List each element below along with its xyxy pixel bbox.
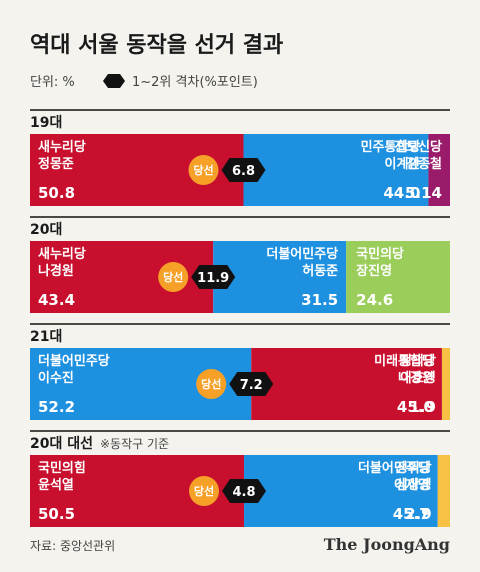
gap-legend-icon (103, 74, 125, 88)
bar-segment (213, 241, 347, 313)
chart-title: 역대 서울 동작을 선거 결과 (30, 33, 283, 58)
candidate-name: 허동준 (302, 263, 338, 279)
candidate-value: 5.14 (405, 184, 442, 202)
candidate-value: 45.0 (397, 398, 434, 416)
bar-segment (428, 134, 450, 206)
gap-value: 11.9 (197, 271, 229, 286)
candidate-party: 미래통합당 (374, 353, 434, 369)
candidate-party: 더불어민주당 (38, 353, 110, 369)
winner-badge (158, 262, 189, 292)
winner-badge-label: 당선 (193, 163, 213, 177)
candidate-party: 정의당 (400, 353, 436, 369)
candidate-name: 이수진 (38, 370, 74, 386)
candidate-value: 52.2 (38, 398, 75, 416)
candidate-name: 이재명 (394, 477, 430, 493)
candidate-name: 이계안 (385, 156, 421, 172)
candidate-value: 1.9 (409, 398, 436, 416)
bar-segment (441, 348, 450, 420)
candidate-party: 민주통합당 (361, 139, 421, 155)
candidate-party: 새누리당 (38, 139, 86, 155)
candidate-name: 이호영 (400, 370, 436, 386)
candidate-name: 윤석열 (38, 477, 74, 493)
candidate-party: 더불어민주당 (266, 246, 338, 262)
candidate-value: 50.8 (38, 184, 75, 202)
candidate-value: 44.0 (383, 184, 420, 202)
winner-badge-label: 당선 (201, 377, 221, 391)
bar-segment (346, 241, 450, 313)
candidate-name: 나경원 (398, 370, 434, 386)
bar-segment (251, 348, 442, 420)
source-label: 자료: 중앙선관위 (30, 539, 115, 553)
election-label: 21대 (30, 329, 62, 345)
candidate-party: 국민의힘 (38, 460, 86, 476)
election-panels: 19대새누리당정몽준50.8민주통합당이계안44.0진보신당김종철5.146.8… (30, 109, 450, 527)
gap-value: 6.8 (232, 164, 255, 179)
winner-badge (189, 476, 220, 506)
candidate-name: 김종철 (406, 156, 442, 172)
gap-legend-label: 1~2위 격차(%포인트) (132, 75, 258, 90)
brand-logo: The JoongAng (324, 535, 450, 554)
candidate-name: 심상정 (396, 477, 432, 493)
candidate-party: 더불어민주당 (358, 460, 430, 476)
winner-badge-label: 당선 (163, 270, 183, 284)
bar-segment (437, 455, 450, 527)
candidate-name: 나경원 (38, 263, 74, 279)
election-label: 19대 (30, 115, 62, 131)
candidate-value: 24.6 (356, 291, 393, 309)
winner-badge (196, 369, 227, 399)
candidate-name: 장진영 (356, 263, 392, 279)
gap-marker (229, 372, 274, 396)
gap-marker (221, 158, 266, 182)
candidate-party: 진보신당 (394, 139, 442, 155)
bar-segment (244, 455, 438, 527)
gap-value: 4.8 (233, 485, 256, 500)
bar-segment (243, 134, 429, 206)
candidate-party: 새누리당 (38, 246, 86, 262)
winner-badge-label: 당선 (194, 484, 214, 498)
winner-badge (188, 155, 219, 185)
election-label: 20대 대선 (30, 436, 93, 452)
unit-label: 단위: % (30, 75, 75, 90)
election-note: ※동작구 기준 (100, 437, 169, 451)
election-label: 20대 (30, 222, 62, 238)
gap-marker (191, 265, 236, 289)
gap-marker (222, 479, 267, 503)
candidate-value: 31.5 (301, 291, 338, 309)
candidate-name: 정몽준 (38, 156, 74, 172)
candidate-value: 2.9 (405, 505, 432, 523)
gap-value: 7.2 (240, 378, 263, 393)
candidate-value: 43.4 (38, 291, 75, 309)
candidate-value: 50.5 (38, 505, 75, 523)
candidate-value: 45.7 (393, 505, 430, 523)
candidate-party: 정의당 (396, 460, 432, 476)
candidate-party: 국민의당 (356, 246, 404, 262)
